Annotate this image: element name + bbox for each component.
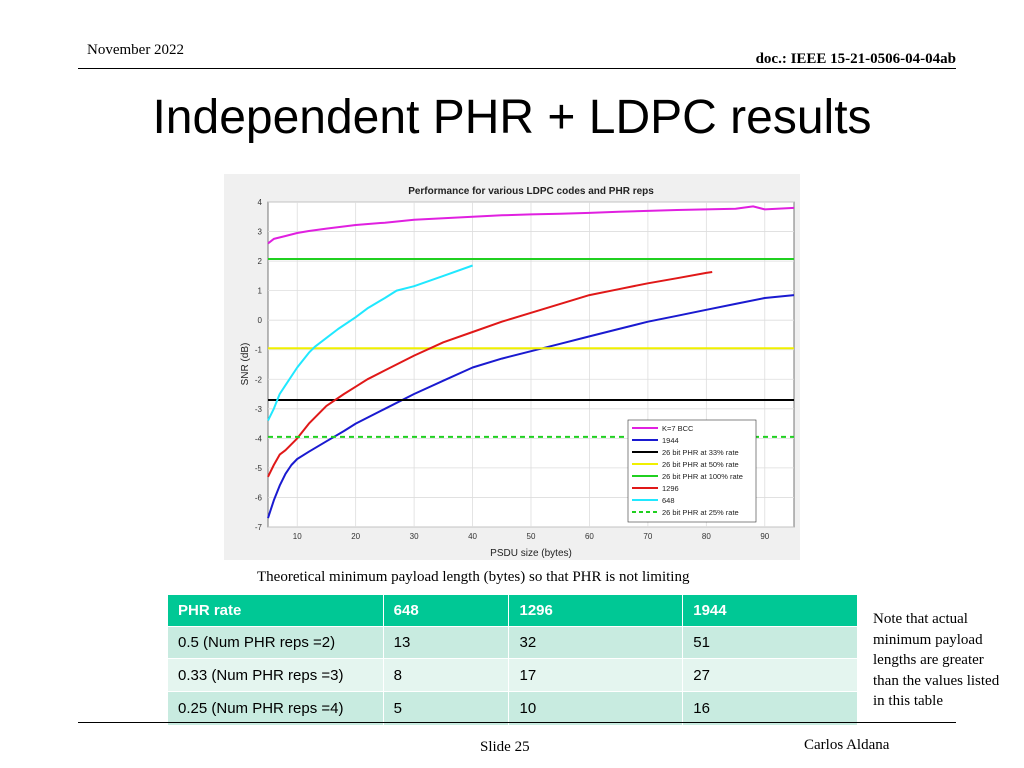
legend-label: 1296 xyxy=(662,484,679,493)
table-cell: 0.25 (Num PHR reps =4) xyxy=(167,691,384,726)
y-tick-label: -2 xyxy=(255,375,263,384)
chart-ticks: 10 20 30 40 50 60 70 80 90 -7 -6 -5 -4 -3 -2 -1 0 1 2 3 4 xyxy=(255,198,770,541)
y-tick-label: 4 xyxy=(258,198,263,207)
table-row: 0.5 (Num PHR reps =2) 13 32 51 xyxy=(167,626,858,659)
y-tick-label: -7 xyxy=(255,523,263,532)
table-cell: 27 xyxy=(682,658,858,692)
table-cell: 0.33 (Num PHR reps =3) xyxy=(167,658,384,692)
table-cell: 17 xyxy=(508,658,684,692)
series-line xyxy=(267,271,713,478)
y-tick-label: 0 xyxy=(258,316,263,325)
x-tick-label: 80 xyxy=(702,532,711,541)
y-tick-label: 2 xyxy=(258,257,263,266)
y-tick-label: 1 xyxy=(258,287,263,296)
table-cell: 0.5 (Num PHR reps =2) xyxy=(167,626,384,659)
series-line xyxy=(267,294,795,519)
header-divider xyxy=(78,68,956,69)
legend-label: 648 xyxy=(662,496,675,505)
y-tick-label: -5 xyxy=(255,464,263,473)
x-tick-label: 50 xyxy=(527,532,536,541)
chart-ylabel: SNR (dB) xyxy=(240,343,251,386)
table-header-1944: 1944 xyxy=(682,594,858,627)
y-tick-label: -1 xyxy=(255,346,263,355)
series-line xyxy=(267,205,795,245)
x-tick-label: 20 xyxy=(351,532,360,541)
y-tick-label: -6 xyxy=(255,493,263,502)
y-tick-label: 3 xyxy=(258,228,263,237)
x-tick-label: 30 xyxy=(410,532,419,541)
footer-divider xyxy=(78,722,956,723)
table-cell: 10 xyxy=(508,691,684,726)
chart-title: Performance for various LDPC codes and P… xyxy=(408,186,654,197)
legend-label: 26 bit PHR at 25% rate xyxy=(662,508,739,517)
legend-label: 26 bit PHR at 100% rate xyxy=(662,472,743,481)
legend-box xyxy=(627,419,757,523)
table-cell: 16 xyxy=(682,691,858,726)
table-row: 0.25 (Num PHR reps =4) 5 10 16 xyxy=(167,691,858,726)
y-tick-label: -3 xyxy=(255,405,263,414)
x-tick-label: 70 xyxy=(643,532,652,541)
x-tick-label: 40 xyxy=(468,532,477,541)
table-cell: 13 xyxy=(382,626,510,659)
chart-xlabel: PSDU size (bytes) xyxy=(490,548,572,559)
chart-svg: 10 20 30 40 50 60 70 80 90 -7 -6 -5 -4 -3 -2 -1 0 1 2 3 4 Pe… xyxy=(240,186,795,559)
table-cell: 51 xyxy=(682,626,858,659)
table-caption: Theoretical minimum payload length (byte… xyxy=(257,569,690,585)
y-tick-label: -4 xyxy=(255,434,263,443)
header-document-id: doc.: IEEE 15-21-0506-04-04ab xyxy=(755,51,956,67)
table-header-648: 648 xyxy=(382,594,510,627)
chart-lines xyxy=(267,205,795,519)
snr-chart: 10 20 30 40 50 60 70 80 90 -7 -6 -5 -4 -3 -2 -1 0 1 2 3 4 Pe… xyxy=(224,174,800,560)
slide-title: Independent PHR + LDPC results xyxy=(152,91,872,144)
legend-label: 26 bit PHR at 33% rate xyxy=(662,448,739,457)
table-row: 0.33 (Num PHR reps =3) 8 17 27 xyxy=(167,658,858,692)
author-name: Carlos Aldana xyxy=(804,737,890,753)
table-cell: 32 xyxy=(508,626,684,659)
results-table: PHR rate 648 1296 1944 0.5 (Num PHR reps… xyxy=(167,594,858,726)
x-tick-label: 90 xyxy=(760,532,769,541)
slide-number: Slide 25 xyxy=(480,739,530,755)
chart-legend: K=7 BCC 1944 26 bit PHR at 33% rate 26 bit … xyxy=(627,419,757,523)
table-cell: 5 xyxy=(382,691,510,726)
legend-label: 26 bit PHR at 50% rate xyxy=(662,460,739,469)
x-tick-label: 60 xyxy=(585,532,594,541)
x-tick-label: 10 xyxy=(293,532,302,541)
table-header-phr-rate: PHR rate xyxy=(167,594,384,627)
legend-label: 1944 xyxy=(662,436,679,445)
series-line xyxy=(267,264,473,422)
side-note: Note that actual minimum payload lengths… xyxy=(873,611,1000,709)
table-header-1296: 1296 xyxy=(508,594,684,627)
legend-label: K=7 BCC xyxy=(662,424,694,433)
table-cell: 8 xyxy=(382,658,510,692)
header-date: November 2022 xyxy=(87,42,185,58)
